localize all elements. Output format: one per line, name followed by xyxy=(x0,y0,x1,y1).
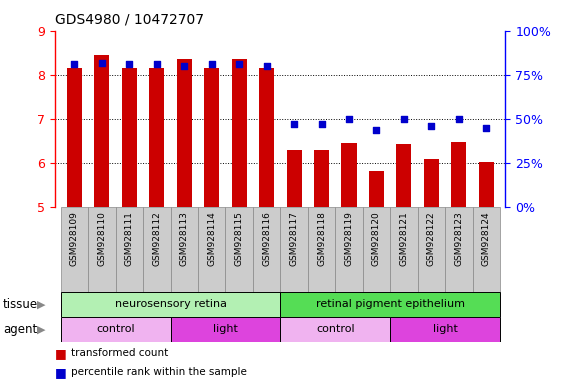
Bar xyxy=(390,317,500,342)
Point xyxy=(207,61,216,67)
Text: ■: ■ xyxy=(55,347,67,360)
Point xyxy=(152,61,162,67)
Bar xyxy=(418,207,445,292)
Bar xyxy=(143,207,170,292)
Text: percentile rank within the sample: percentile rank within the sample xyxy=(71,367,248,377)
Text: GDS4980 / 10472707: GDS4980 / 10472707 xyxy=(55,13,204,27)
Bar xyxy=(94,55,109,207)
Point xyxy=(262,63,271,69)
Text: GSM928113: GSM928113 xyxy=(180,212,189,266)
Bar xyxy=(170,207,198,292)
Bar xyxy=(259,68,274,207)
Bar xyxy=(204,68,219,207)
Bar xyxy=(424,159,439,207)
Bar xyxy=(88,207,116,292)
Text: GSM928123: GSM928123 xyxy=(454,212,463,266)
Bar xyxy=(60,292,280,317)
Text: GSM928112: GSM928112 xyxy=(152,212,162,266)
Text: GSM928110: GSM928110 xyxy=(98,212,106,266)
Text: GSM928124: GSM928124 xyxy=(482,212,491,266)
Bar xyxy=(342,143,357,207)
Point xyxy=(317,121,326,127)
Text: GSM928120: GSM928120 xyxy=(372,212,381,266)
Text: ▶: ▶ xyxy=(37,299,45,310)
Bar xyxy=(280,207,308,292)
Text: GSM928109: GSM928109 xyxy=(70,212,79,266)
Bar xyxy=(280,292,500,317)
Text: retinal pigment epithelium: retinal pigment epithelium xyxy=(315,299,465,310)
Text: tissue: tissue xyxy=(3,298,38,311)
Text: GSM928119: GSM928119 xyxy=(345,212,353,266)
Bar xyxy=(122,68,137,207)
Text: control: control xyxy=(96,324,135,334)
Text: GSM928117: GSM928117 xyxy=(289,212,299,266)
Point xyxy=(97,60,106,66)
Bar xyxy=(479,162,494,207)
Bar xyxy=(369,171,384,207)
Text: transformed count: transformed count xyxy=(71,348,168,358)
Point xyxy=(125,61,134,67)
Bar xyxy=(232,60,247,207)
Point xyxy=(372,127,381,133)
Text: neurosensory retina: neurosensory retina xyxy=(114,299,227,310)
Text: ▶: ▶ xyxy=(37,324,45,334)
Text: GSM928115: GSM928115 xyxy=(235,212,243,266)
Bar xyxy=(472,207,500,292)
Point xyxy=(454,116,464,122)
Text: GSM928121: GSM928121 xyxy=(399,212,408,266)
Bar xyxy=(308,207,335,292)
Point xyxy=(235,61,244,67)
Bar xyxy=(286,150,302,207)
Bar xyxy=(116,207,143,292)
Point xyxy=(426,123,436,129)
Bar xyxy=(253,207,280,292)
Text: agent: agent xyxy=(3,323,37,336)
Bar xyxy=(314,150,329,207)
Text: GSM928114: GSM928114 xyxy=(207,212,216,266)
Point xyxy=(345,116,354,122)
Bar xyxy=(149,68,164,207)
Bar xyxy=(390,207,418,292)
Text: control: control xyxy=(316,324,354,334)
Text: GSM928111: GSM928111 xyxy=(125,212,134,266)
Bar xyxy=(396,144,411,207)
Bar xyxy=(335,207,363,292)
Text: GSM928122: GSM928122 xyxy=(427,212,436,266)
Point xyxy=(482,125,491,131)
Bar xyxy=(363,207,390,292)
Text: ■: ■ xyxy=(55,366,67,379)
Bar xyxy=(170,317,280,342)
Bar xyxy=(60,317,170,342)
Text: light: light xyxy=(213,324,238,334)
Point xyxy=(399,116,408,122)
Text: GSM928118: GSM928118 xyxy=(317,212,326,266)
Text: light: light xyxy=(433,324,457,334)
Bar xyxy=(451,142,467,207)
Bar xyxy=(177,60,192,207)
Text: GSM928116: GSM928116 xyxy=(262,212,271,266)
Bar xyxy=(198,207,225,292)
Bar xyxy=(445,207,472,292)
Bar xyxy=(280,317,390,342)
Point xyxy=(70,61,79,67)
Bar xyxy=(225,207,253,292)
Point xyxy=(289,121,299,127)
Bar xyxy=(67,68,82,207)
Point xyxy=(180,63,189,69)
Bar xyxy=(60,207,88,292)
